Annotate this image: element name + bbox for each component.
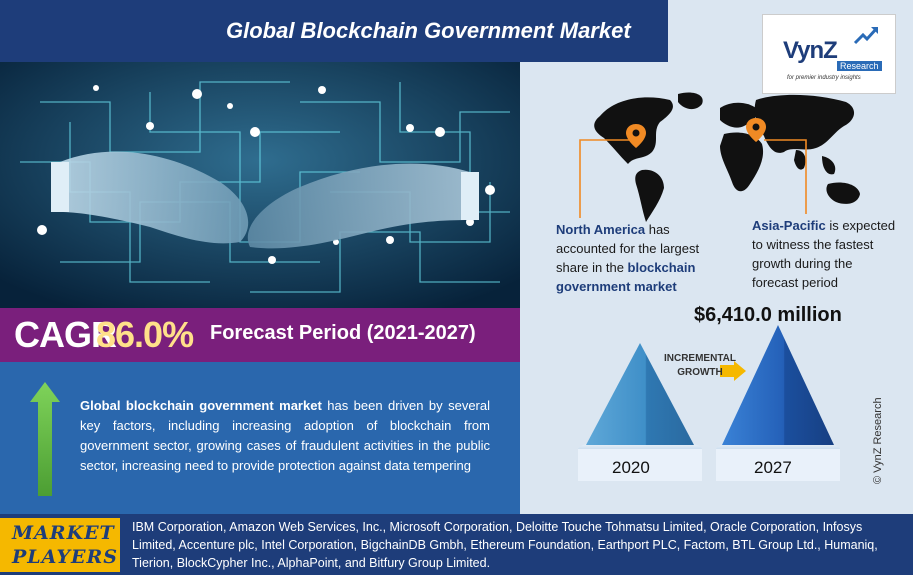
logo-name: VynZ xyxy=(783,37,838,64)
circuit-network-illustration xyxy=(0,62,520,308)
logo-tagline: for premier industry insights xyxy=(787,75,861,81)
forecast-period: Forecast Period (2021-2027) xyxy=(210,322,476,344)
asia-pacific-pin-icon xyxy=(746,118,766,142)
logo-arrow-icon xyxy=(853,26,879,45)
pyramid-2020 xyxy=(586,343,694,445)
growth-arrow-icon xyxy=(734,361,746,381)
pedestal-2027 xyxy=(716,449,840,481)
north-america-text: has accounted for the largest share in t… xyxy=(556,222,700,275)
logo-research: Research xyxy=(837,61,882,71)
market-drivers-panel: Global blockchain government market has … xyxy=(0,362,520,514)
incremental-growth-label: INCREMENTAL GROWTH xyxy=(652,352,748,380)
market-drivers-text: Global blockchain government market has … xyxy=(80,396,490,476)
growth-label-line2: GROWTH xyxy=(677,367,723,378)
cagr-value: 86.0% xyxy=(96,314,194,355)
year-2020-label: 2020 xyxy=(612,458,650,477)
handshake-circuit-image xyxy=(0,62,520,308)
players-label-line2: PLAYERS xyxy=(12,546,118,568)
desc-lead: Global blockchain government market xyxy=(80,398,322,413)
cagr-banner: CAGR 86.0% Forecast Period (2021-2027) xyxy=(0,308,520,362)
desc-body: has been driven by several key factors, … xyxy=(80,398,491,473)
north-america-label: North America xyxy=(556,222,646,237)
market-players-list: IBM Corporation, Amazon Web Services, In… xyxy=(132,520,878,570)
market-players-badge: MARKET PLAYERS xyxy=(0,518,120,572)
up-arrow-icon xyxy=(30,382,60,496)
growth-label-line1: INCREMENTAL xyxy=(663,353,737,364)
pedestal-2020 xyxy=(578,449,702,481)
north-america-callout: North America has accounted for the larg… xyxy=(556,220,728,296)
asia-pacific-label: Asia-Pacific xyxy=(752,218,826,233)
asia-pacific-text: is expected to witness the fastest growt… xyxy=(752,218,896,290)
pyramid-2027 xyxy=(722,325,834,445)
world-map xyxy=(594,92,860,222)
cagr-label: CAGR xyxy=(14,314,117,355)
players-label-line1: MARKET xyxy=(12,522,115,544)
growth-pyramids xyxy=(578,325,840,481)
north-america-pin-icon xyxy=(626,124,646,148)
callout-lines xyxy=(579,139,807,218)
copyright-notice: © VynZ Research xyxy=(872,397,884,484)
year-2027-label: 2027 xyxy=(754,458,792,477)
asia-pacific-callout: Asia-Pacific is expected to witness the … xyxy=(752,216,902,292)
title-banner: Global Blockchain Government Market xyxy=(0,0,668,62)
north-america-market: blockchain government market xyxy=(556,260,696,294)
page-title: Global Blockchain Government Market xyxy=(226,18,631,43)
vynz-logo: VynZ Research for premier industry insig… xyxy=(762,14,896,94)
market-value-2027: $6,410.0 million xyxy=(694,304,842,326)
market-players-footer: MARKET PLAYERS IBM Corporation, Amazon W… xyxy=(0,514,913,575)
